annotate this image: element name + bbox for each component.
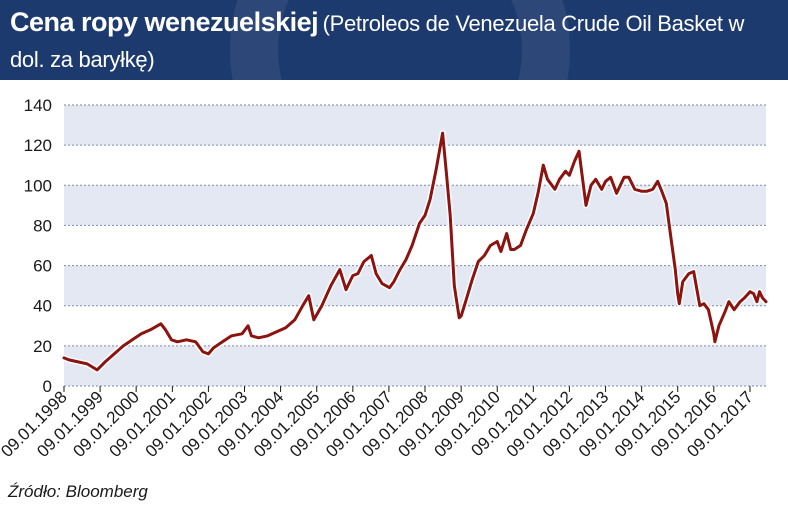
x-axis-ticks: 09.01.199809.01.199909.01.200009.01.2001… [0, 386, 757, 461]
title-banner: Cena ropy wenezuelskiej (Petroleos de Ve… [0, 0, 788, 80]
grid-band [64, 105, 766, 146]
y-tick-label: 40 [33, 297, 52, 316]
y-tick-label: 100 [24, 176, 52, 195]
chart-title: Cena ropy wenezuelskiej (Petroleos de Ve… [10, 6, 780, 79]
source-note: Źródło: Bloomberg [8, 482, 148, 501]
y-tick-label: 20 [33, 337, 52, 356]
series-layer [61, 130, 769, 373]
y-tick-label: 120 [24, 136, 52, 155]
y-axis-ticks: 0 20 40 60 80 100 120 140 [24, 96, 52, 396]
grid-band [64, 345, 766, 386]
grid-band [64, 265, 766, 306]
gridlines [64, 104, 766, 387]
y-tick-label: 60 [33, 257, 52, 276]
title-subtitle: (Petroleos de Venezuela Crude Oil Basket… [10, 11, 745, 72]
decorative-ring-watermark [230, 0, 570, 80]
y-tick-label: 80 [33, 216, 52, 235]
y-tick-label: 0 [43, 377, 52, 396]
series-line [62, 131, 768, 372]
background-bands [64, 105, 766, 386]
y-tick-label: 140 [24, 96, 52, 115]
title-main: Cena ropy wenezuelskiej [10, 7, 319, 37]
line-chart: 0 20 40 60 80 100 120 140 09.01.199809.01.19990… [0, 96, 769, 461]
